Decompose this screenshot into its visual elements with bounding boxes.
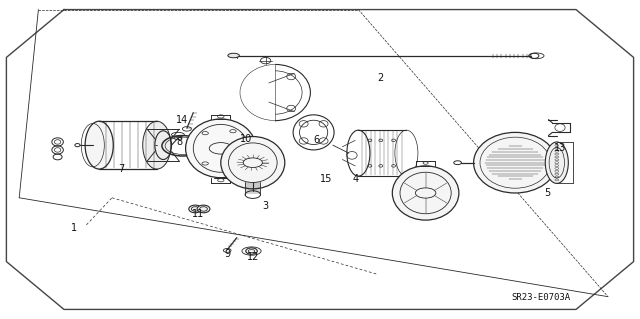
Ellipse shape xyxy=(85,121,113,169)
Ellipse shape xyxy=(221,137,285,189)
Text: 10: 10 xyxy=(240,134,253,144)
Ellipse shape xyxy=(545,142,568,183)
Ellipse shape xyxy=(186,119,256,178)
Ellipse shape xyxy=(474,132,557,193)
Text: 4: 4 xyxy=(352,174,358,184)
Ellipse shape xyxy=(392,166,459,220)
Text: 13: 13 xyxy=(554,143,566,153)
Text: 15: 15 xyxy=(320,174,333,184)
Ellipse shape xyxy=(246,248,257,254)
Text: 6: 6 xyxy=(314,135,320,145)
Text: 11: 11 xyxy=(192,209,205,219)
Ellipse shape xyxy=(143,121,171,169)
Ellipse shape xyxy=(228,53,239,58)
Text: 8: 8 xyxy=(176,137,182,147)
Text: 1: 1 xyxy=(70,223,77,233)
Ellipse shape xyxy=(197,205,210,213)
Text: 2: 2 xyxy=(378,73,384,83)
Text: SR23-E0703A: SR23-E0703A xyxy=(511,293,570,302)
Text: 3: 3 xyxy=(262,201,269,211)
Text: 12: 12 xyxy=(246,252,259,262)
Text: 9: 9 xyxy=(224,249,230,259)
Ellipse shape xyxy=(189,205,202,213)
Text: 5: 5 xyxy=(544,188,550,198)
Text: 14: 14 xyxy=(176,115,189,125)
Text: 7: 7 xyxy=(118,164,125,174)
